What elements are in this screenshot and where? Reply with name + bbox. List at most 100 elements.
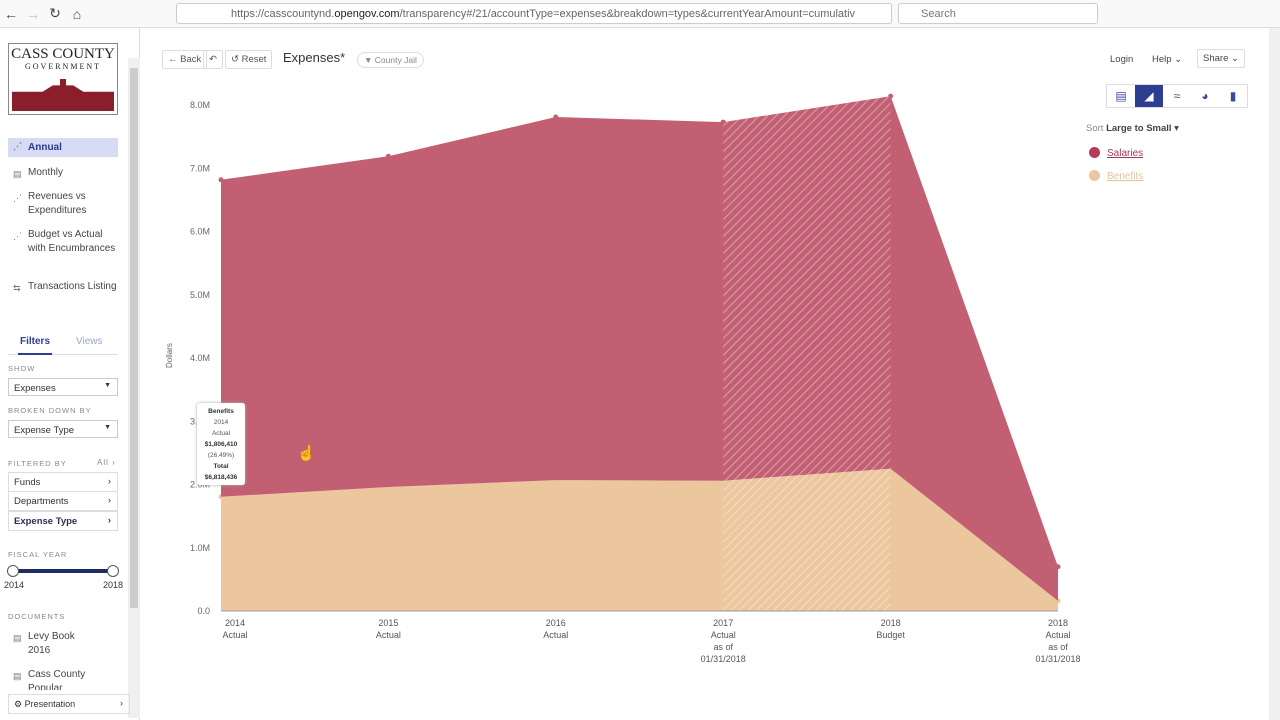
- slider-handle-start[interactable]: [7, 565, 19, 577]
- x-tick-label: 2016: [546, 618, 566, 628]
- breakdown-select[interactable]: Expense Type ▼: [8, 420, 118, 438]
- filter-departments[interactable]: Departments ›: [8, 491, 118, 511]
- url-bar[interactable]: https://casscountynd.opengov.com/transpa…: [176, 3, 892, 24]
- nav-transactions[interactable]: ⇆ Transactions Listing: [8, 280, 118, 294]
- fiscal-to: 2018: [103, 580, 124, 590]
- document-levy-book[interactable]: ▤ Levy Book 2016: [8, 630, 98, 658]
- show-value: Expenses: [14, 383, 56, 394]
- tab-filters[interactable]: Filters: [20, 336, 51, 347]
- fiscal-year-label: FISCAL YEAR: [8, 550, 68, 559]
- county-logo[interactable]: CASS COUNTY GOVERNMENT: [8, 43, 118, 115]
- document-label: Cass County Popular: [28, 669, 86, 690]
- login-link[interactable]: Login: [1110, 54, 1134, 65]
- nav-monthly[interactable]: ▤ Monthly: [8, 166, 118, 180]
- filter-icon: ▼: [364, 55, 373, 65]
- x-tick-label: 2018: [881, 618, 901, 628]
- filter-pill[interactable]: ▼ County Jail: [357, 52, 424, 68]
- nav-revenues-vs-expenditures[interactable]: ⋰ Revenues vs Expenditures: [8, 190, 118, 218]
- chevron-right-icon: ›: [120, 698, 123, 708]
- presentation-label: Presentation: [24, 699, 76, 709]
- sort-control[interactable]: Sort Large to Small ▾: [1086, 123, 1179, 134]
- chart-icon: ⋰: [13, 141, 22, 151]
- show-select[interactable]: Expenses ▼: [8, 378, 118, 396]
- pie-icon[interactable]: ◕: [1201, 89, 1209, 103]
- x-tick-label: 01/31/2018: [701, 654, 746, 664]
- filter-expense-type[interactable]: Expense Type ›: [8, 511, 118, 531]
- undo-button[interactable]: ↶: [203, 50, 223, 69]
- logo-line1: CASS COUNTY: [11, 46, 115, 62]
- sort-value: Large to Small: [1106, 123, 1172, 134]
- data-point-salaries: [385, 153, 391, 159]
- all-label: All: [97, 458, 109, 467]
- transfer-icon: ⇆: [13, 283, 21, 293]
- filtered-label: FILTERED BY: [8, 459, 67, 468]
- y-tick-label: 4.0M: [190, 353, 210, 363]
- legend-salaries[interactable]: Salaries: [1089, 147, 1143, 159]
- page-scrollbar[interactable]: [1269, 28, 1280, 720]
- x-tick-label: 2014: [225, 618, 245, 628]
- tooltip-kind: Actual: [211, 430, 231, 437]
- filter-all-link[interactable]: All ›: [97, 458, 116, 467]
- nav-label: Monthly: [28, 167, 64, 178]
- chart-icon: ⋰: [13, 193, 22, 203]
- bar-icon[interactable]: ▮: [1229, 89, 1237, 103]
- browser-toolbar: ← → ↻ ⌂ https://casscountynd.opengov.com/tr…: [0, 0, 1280, 28]
- nav-annual[interactable]: ⋰ Annual: [8, 138, 118, 157]
- undo-icon: ↶: [209, 54, 217, 65]
- y-tick-label: 5.0M: [190, 290, 210, 300]
- slider-handle-end[interactable]: [107, 565, 119, 577]
- hand-cursor-icon: ☝: [297, 445, 316, 462]
- help-menu[interactable]: Help ⌄: [1152, 54, 1182, 65]
- show-label: SHOW: [8, 364, 36, 373]
- line-icon[interactable]: ≈: [1173, 89, 1181, 103]
- chart-tooltip: Benefits 2014 Actual $1,806,410 (26.49%)…: [197, 403, 245, 485]
- reset-button[interactable]: ↺ Reset: [225, 50, 273, 69]
- filter-label: Funds: [14, 477, 41, 488]
- x-tick-label: 2018: [1048, 618, 1068, 628]
- x-tick-label: Actual: [543, 630, 568, 640]
- y-tick-label: 6.0M: [190, 227, 210, 237]
- home-icon[interactable]: ⌂: [72, 5, 82, 22]
- y-tick-label: 7.0M: [190, 163, 210, 173]
- sidebar-scrollbar[interactable]: [128, 58, 140, 718]
- caret-down-icon: ▼: [104, 424, 111, 431]
- tooltip-pct: (26.49%): [207, 452, 235, 459]
- back-button[interactable]: ← Back: [162, 50, 208, 69]
- breakdown-value: Expense Type: [14, 425, 75, 436]
- chart-icon: ⋰: [13, 231, 22, 241]
- stacked-area-icon[interactable]: ▤: [1115, 89, 1127, 103]
- sort-label: Sort: [1086, 123, 1104, 134]
- tooltip-value: $1,806,410: [204, 441, 238, 448]
- document-icon: ▤: [13, 633, 22, 643]
- document-cass-county[interactable]: ▤ Cass County Popular: [8, 668, 98, 690]
- area-icon[interactable]: ◢: [1135, 85, 1163, 107]
- x-tick-label: Actual: [1045, 630, 1070, 640]
- chevron-down-icon: ⌄: [1231, 53, 1239, 64]
- sidebar-tabs: Filters Views: [8, 333, 118, 355]
- nav-label: Revenues vs Expenditures: [28, 191, 87, 216]
- reload-icon[interactable]: ↻: [49, 5, 61, 21]
- document-icon: ▤: [13, 671, 22, 681]
- presentation-button[interactable]: ⚙ Presentation ›: [8, 694, 130, 714]
- document-label: Levy Book 2016: [28, 631, 75, 656]
- page-title: Expenses*: [283, 50, 346, 65]
- documents-label: DOCUMENTS: [8, 612, 66, 621]
- forward-icon[interactable]: →: [26, 5, 40, 22]
- legend-benefits[interactable]: Benefits: [1089, 170, 1143, 182]
- back-label: Back: [180, 54, 202, 65]
- browser-search[interactable]: Search: [898, 3, 1098, 24]
- x-tick-label: 2015: [378, 618, 398, 628]
- tooltip-series: Benefits: [208, 408, 234, 415]
- nav-budget-vs-actual[interactable]: ⋰ Budget vs Actual with Encumbrances: [8, 228, 118, 256]
- y-tick-label: 1.0M: [190, 543, 210, 553]
- tab-views[interactable]: Views: [76, 336, 103, 347]
- legend-swatch: [1089, 147, 1100, 158]
- fiscal-from: 2014: [4, 580, 25, 590]
- share-button[interactable]: Share ⌄: [1197, 49, 1245, 68]
- logo-line2: GOVERNMENT: [25, 62, 101, 71]
- x-tick-label: Actual: [222, 630, 247, 640]
- back-icon[interactable]: ←: [4, 5, 18, 22]
- fiscal-year-slider[interactable]: [12, 569, 114, 573]
- y-tick-label: 0.0: [197, 606, 210, 616]
- tooltip-year: 2014: [213, 419, 229, 426]
